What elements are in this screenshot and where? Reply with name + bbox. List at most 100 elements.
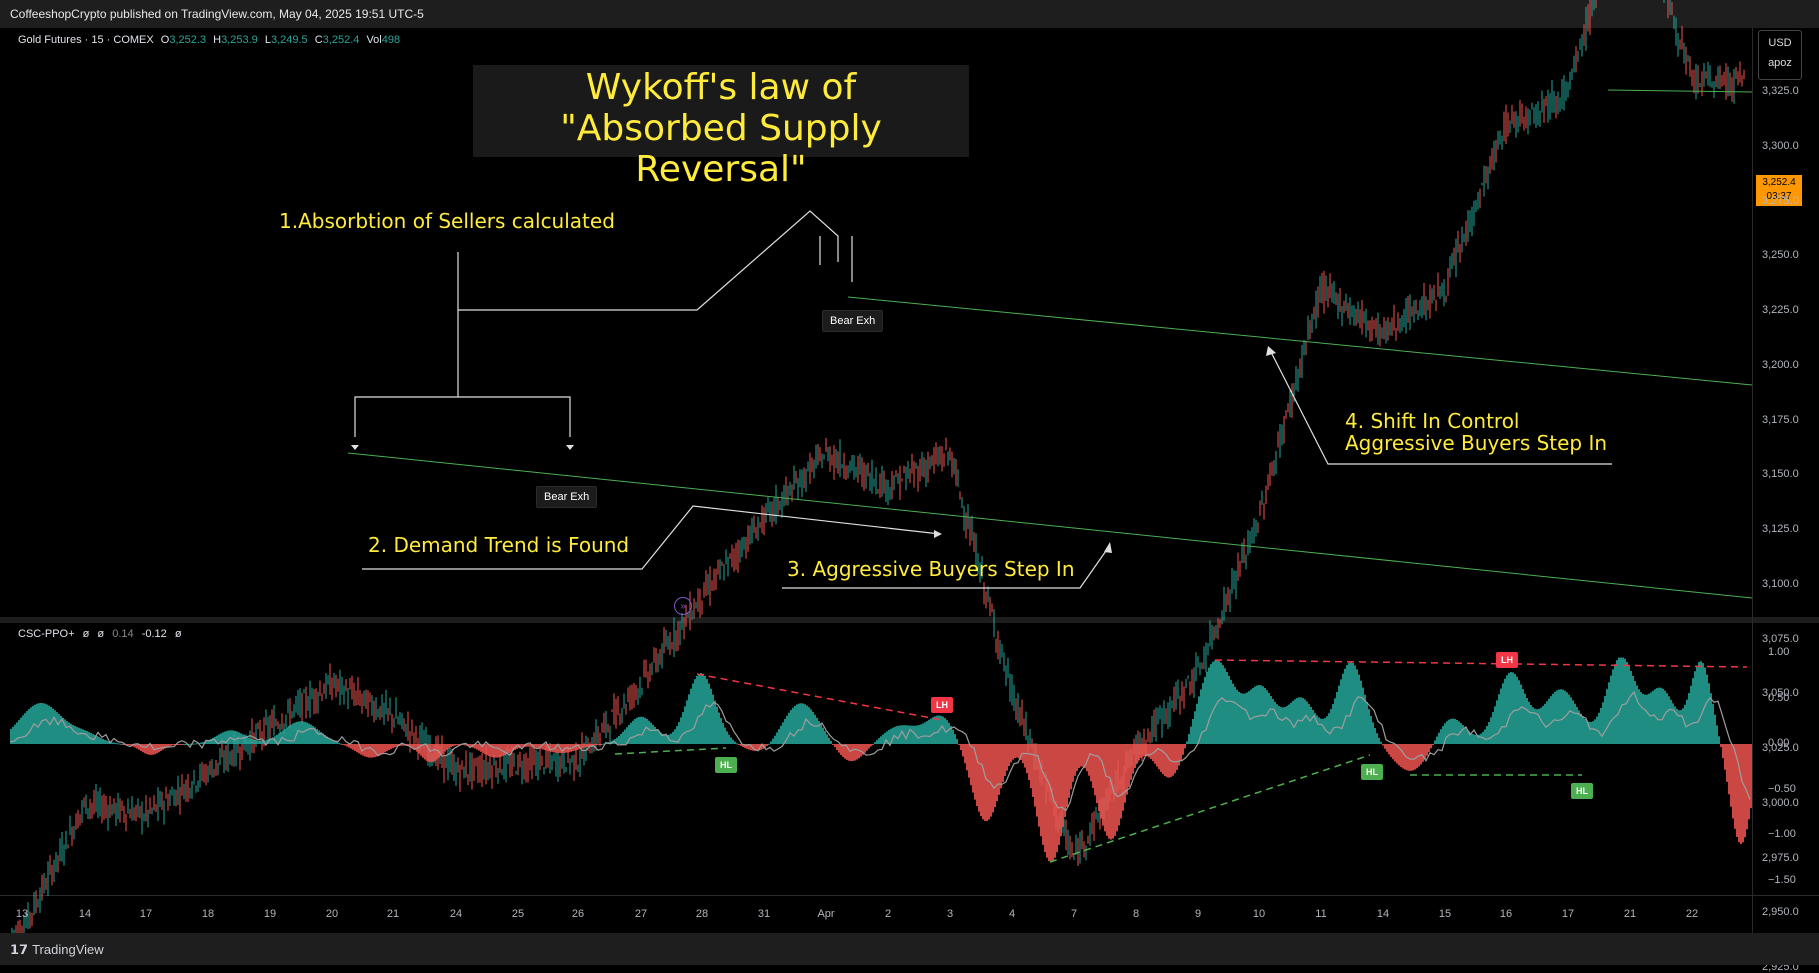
oscillator-bar [254,739,256,744]
oscillator-bar [1352,662,1354,744]
oscillator-bar [306,722,308,744]
oscillator-bar [246,736,248,744]
oscillator-bar [1354,665,1356,744]
oscillator-bar [876,740,878,744]
oscillator-bar [1526,697,1528,744]
oscillator-bar [538,744,540,749]
oscillator-bar [1100,744,1102,819]
oscillator-bar [1194,711,1196,744]
resistance-trendline [847,296,1753,386]
oscillator-bar [1664,690,1666,744]
oscillator-bar [1330,709,1332,744]
oscillator-bar [638,716,640,744]
oscillator-bar [1458,721,1460,744]
oscillator-bar [1362,687,1364,744]
oscillator-bar [1536,709,1538,744]
oscillator-bar [1140,744,1142,758]
time-axis-label: 15 [1438,908,1452,920]
time-axis-label: 21 [1623,908,1637,920]
oscillator-bar [366,744,368,758]
oscillator-bar [1604,695,1606,744]
oscillator-bar [1710,693,1712,744]
oscillator-bar [622,731,624,744]
time-axis-label: 4 [1008,908,1016,920]
oscillator-bar [424,744,426,760]
oscillator-bar [458,744,460,746]
oscillator-bar [1318,717,1320,744]
oscillator-bar [292,723,294,744]
oscillator-bar [1134,744,1136,769]
oscillator-bar [386,744,388,752]
oscillator-bar [1612,669,1614,744]
oscillator-bar [56,712,58,744]
oscillator-bar [1046,744,1048,858]
oscillator-bar [474,744,476,749]
oscillator-bar [498,744,500,758]
oscillator-bar [1254,686,1256,744]
oscillator-bar [996,744,998,802]
oscillator-bar [1496,700,1498,744]
oscillator-bar [960,744,962,751]
oscillator-bar [546,744,548,751]
oscillator-bar [38,703,40,744]
oscillator-bar [788,712,790,744]
oscillator-bar [1252,687,1254,744]
oscillator-bar [1050,744,1052,863]
arrowhead [1104,542,1112,553]
replay-icon[interactable]: » [674,597,692,615]
oscillator-bar [1666,693,1668,744]
oscillator-bar [1518,680,1520,744]
oscillator-bar [80,728,82,744]
oscillator-bar [176,744,178,745]
oscillator-bar [1066,744,1068,808]
oscillator-bar [1534,708,1536,744]
oscillator-bar [88,731,90,744]
oscillator-bar [1506,675,1508,744]
oscillator-bar [256,740,258,744]
oscillator-bar [738,744,740,745]
time-axis-label: 17 [139,908,153,920]
oscillator-bar [734,741,736,744]
oscillator-bar [984,744,986,821]
oscillator-bar [1238,691,1240,744]
oscillator-bar [598,744,600,745]
callout-demand-trend [362,505,941,570]
oscillator-bar [244,735,246,744]
oscillator-bar [834,744,836,748]
oscillator-bar [1548,698,1550,744]
oscillator-bar [1332,704,1334,744]
oscillator-bar [1646,694,1648,744]
tradingview-logo[interactable]: 𝟭𝟳 TradingView [10,942,104,958]
oscillator-bar [1232,683,1234,744]
oscillator-bar [1070,744,1072,790]
oscillator-bar [1090,744,1092,782]
oscillator-bar [1630,670,1632,744]
oscillator-bar [1316,715,1318,744]
oscillator-bar [126,744,128,745]
oscillator-bar [974,744,976,800]
currency-unit-button[interactable]: USD apoz [1758,30,1802,80]
oscillator-bar [164,744,166,749]
oscillator-bar [1568,694,1570,744]
oscillator-bar [120,743,122,745]
oscillator-bar [358,744,360,754]
oscillator-bar [1720,744,1722,748]
oscillator-bar [596,744,598,745]
oscillator-bar [720,718,722,744]
oscillator-bar [1706,674,1708,744]
time-axis-label: 8 [1132,908,1140,920]
oscillator-bar [1472,733,1474,744]
oscillator-bar [650,722,652,744]
oscillator-bar [634,719,636,744]
oscillator-bar [72,724,74,744]
oscillator-bar [220,733,222,744]
oscillator-bar [428,744,430,762]
oscillator-bar [1648,693,1650,744]
price-tick-label: 3,075.0 [1762,632,1799,645]
oscillator-bar [532,744,534,748]
oscillator-bar [550,744,552,752]
oscillator-bar [1524,693,1526,744]
oscillator-bar [1338,685,1340,744]
oscillator-bar [1590,721,1592,744]
